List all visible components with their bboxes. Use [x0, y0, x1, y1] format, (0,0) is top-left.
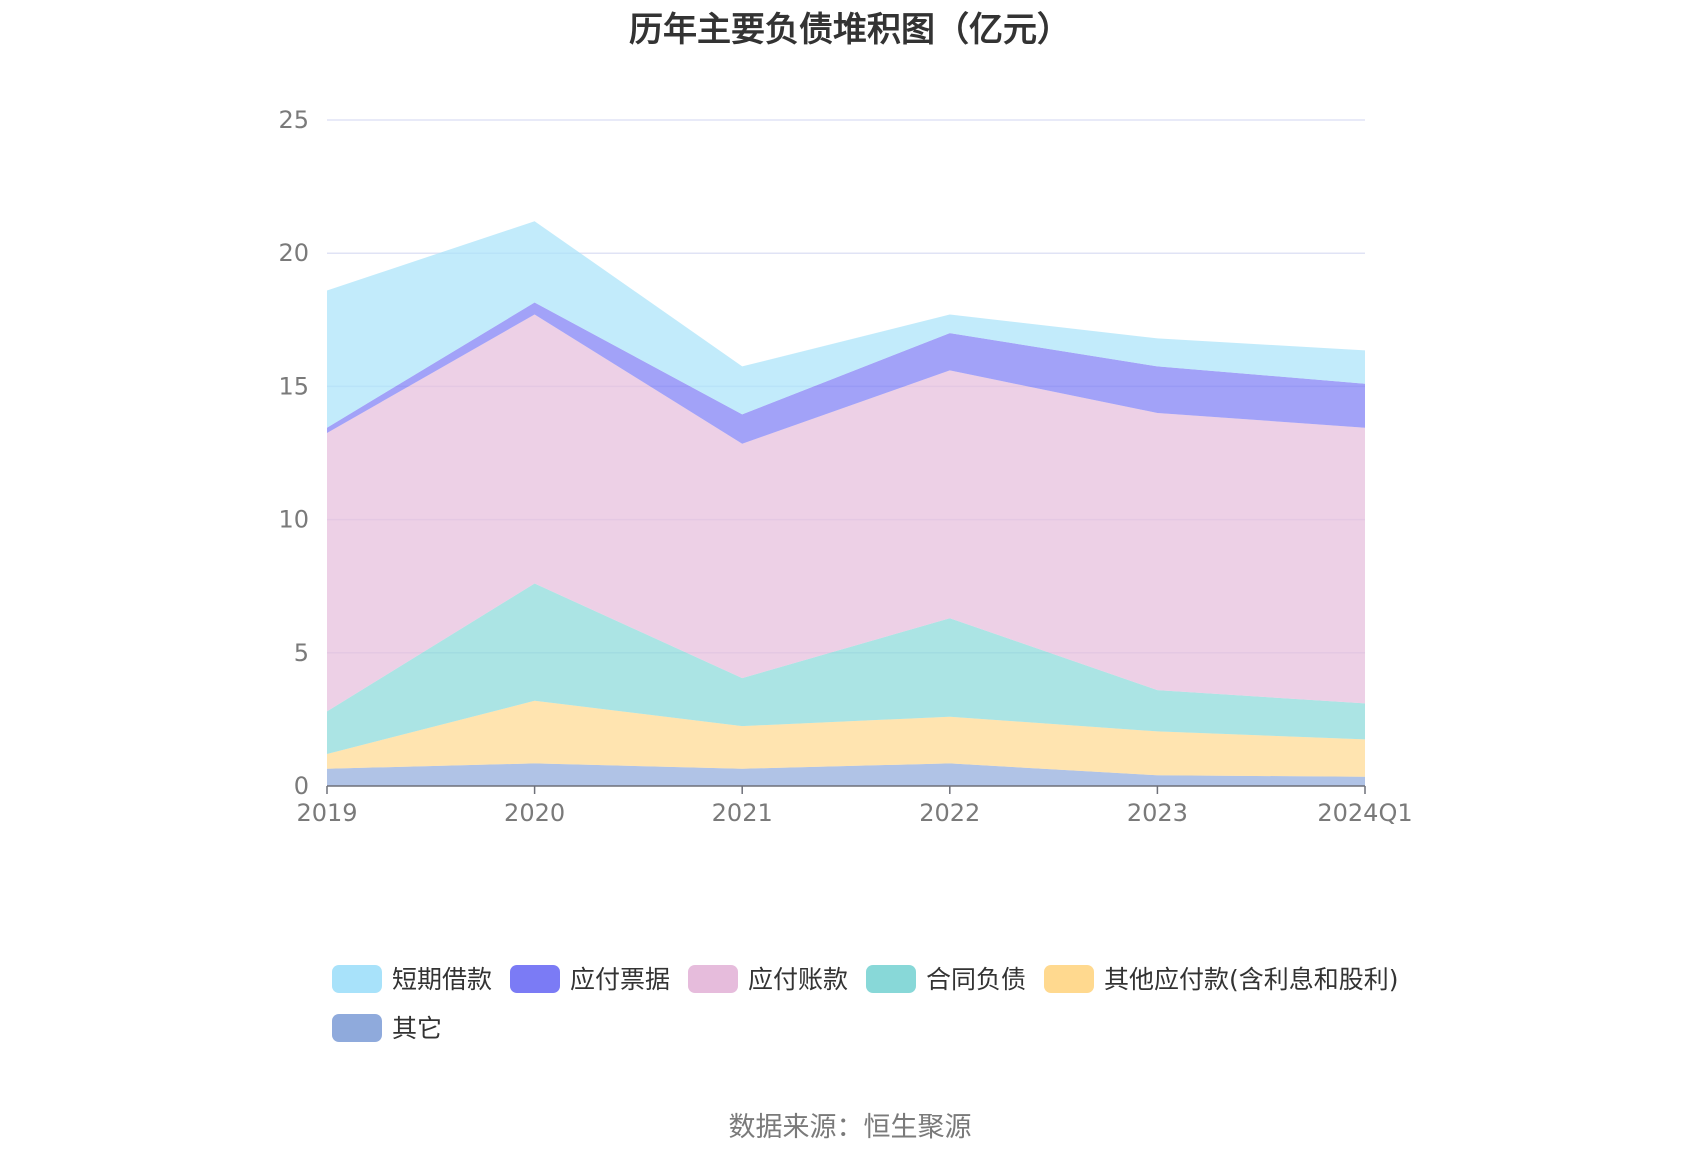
y-tick-label: 0: [294, 772, 309, 800]
axes: 0 5 10 15 20 25 2019 2020 2021 2022 2023 2024Q1: [278, 106, 1412, 827]
y-tick-label: 25: [278, 106, 309, 134]
legend-swatch: [866, 965, 916, 993]
legend-swatch: [510, 965, 560, 993]
y-tick-label: 5: [294, 639, 309, 667]
area-短期借款: [327, 221, 1365, 428]
x-tick-label: 2024Q1: [1317, 799, 1412, 827]
legend-item[interactable]: 其他应付款(含利息和股利): [1044, 965, 1399, 994]
area-合同负债: [327, 583, 1365, 754]
legend-item[interactable]: 应付账款: [688, 965, 848, 994]
x-tick-label: 2019: [296, 799, 357, 827]
x-tick-label: 2020: [504, 799, 565, 827]
legend-label: 应付票据: [570, 965, 670, 994]
legend-item[interactable]: 其它: [332, 1014, 442, 1043]
y-tick-label: 10: [278, 506, 309, 534]
legend-label: 其他应付款(含利息和股利): [1104, 965, 1399, 994]
legend-swatch: [332, 1014, 382, 1042]
legend-label: 其它: [392, 1014, 442, 1043]
legend-label: 合同负债: [926, 965, 1026, 994]
area-series: [327, 221, 1365, 786]
area-其他应付款(含利息和股利): [327, 700, 1365, 777]
y-tick-label: 20: [278, 239, 309, 267]
area-应付账款: [327, 314, 1365, 712]
x-tick-label: 2023: [1127, 799, 1188, 827]
legend-item[interactable]: 合同负债: [866, 965, 1026, 994]
x-tick-label: 2022: [919, 799, 980, 827]
legend: 短期借款 应付票据 应付账款 合同负债 其他应付款(含利息和股利) 其它: [332, 965, 1399, 1043]
data-source: 数据来源：恒生聚源: [728, 1112, 972, 1143]
legend-swatch: [332, 965, 382, 993]
legend-swatch: [688, 965, 738, 993]
y-tick-label: 15: [278, 372, 309, 400]
area-其它: [327, 763, 1365, 786]
legend-swatch: [1044, 965, 1094, 993]
area-应付票据: [327, 302, 1365, 444]
x-tick-label: 2021: [712, 799, 773, 827]
legend-item[interactable]: 应付票据: [510, 965, 670, 994]
chart-title: 历年主要负债堆积图（亿元）: [629, 10, 1071, 50]
legend-label: 应付账款: [748, 965, 848, 994]
legend-item[interactable]: 短期借款: [332, 965, 492, 994]
legend-label: 短期借款: [392, 965, 492, 994]
